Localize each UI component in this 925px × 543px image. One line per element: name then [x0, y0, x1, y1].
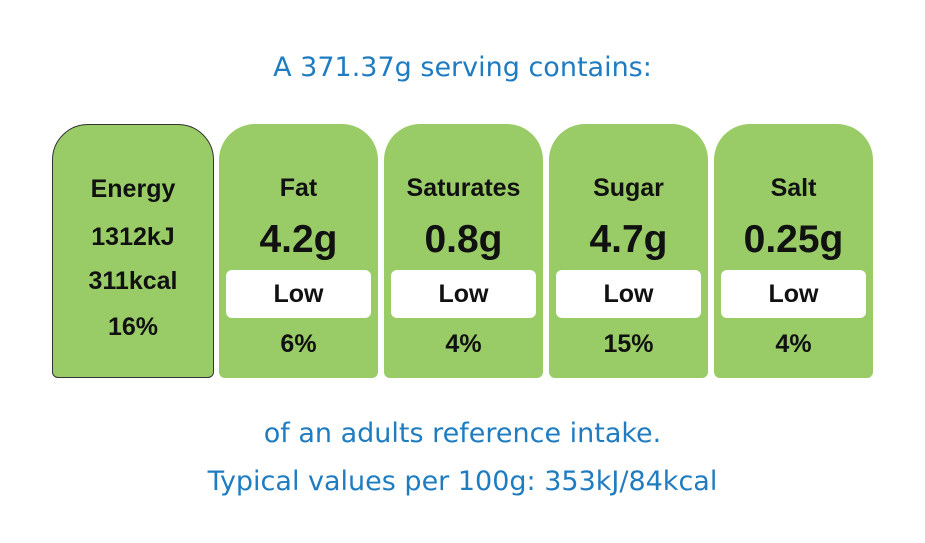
energy-panel: Energy 1312kJ 311kcal 16% [52, 124, 214, 378]
nutrient-percent: 15% [603, 330, 654, 358]
nutrient-amount: 4.7g [589, 218, 668, 261]
nutrient-percent: 6% [280, 330, 317, 358]
nutrient-level-badge: Low [226, 270, 371, 318]
nutrient-panel-saturates: Saturates 0.8g Low 4% [384, 124, 543, 378]
typical-values-note: Typical values per 100g: 353kJ/84kcal [207, 466, 718, 497]
nutrient-percent: 4% [445, 330, 482, 358]
nutrient-level-badge: Low [721, 270, 866, 318]
reference-intake-note: of an adults reference intake. [263, 418, 662, 449]
energy-kj: 1312kJ [91, 223, 175, 251]
nutrient-amount: 0.25g [743, 218, 844, 261]
energy-label: Energy [90, 175, 176, 203]
nutrient-level-badge: Low [556, 270, 701, 318]
energy-percent: 16% [107, 313, 159, 341]
nutrient-panel-sugar: Sugar 4.7g Low 15% [549, 124, 708, 378]
nutrient-amount: 4.2g [259, 218, 338, 261]
serving-heading: A 371.37g serving contains: [273, 52, 652, 83]
nutrient-percent: 4% [775, 330, 812, 358]
nutrient-panel-salt: Salt 0.25g Low 4% [714, 124, 873, 378]
nutrient-name: Sugar [593, 174, 664, 202]
nutrient-panel-fat: Fat 4.2g Low 6% [219, 124, 378, 378]
nutrient-name: Fat [279, 174, 318, 202]
nutrient-name: Saturates [406, 174, 521, 202]
nutrient-name: Salt [770, 174, 817, 202]
nutrient-amount: 0.8g [424, 218, 503, 261]
energy-kcal: 311kcal [88, 267, 178, 295]
nutrient-level-badge: Low [391, 270, 536, 318]
